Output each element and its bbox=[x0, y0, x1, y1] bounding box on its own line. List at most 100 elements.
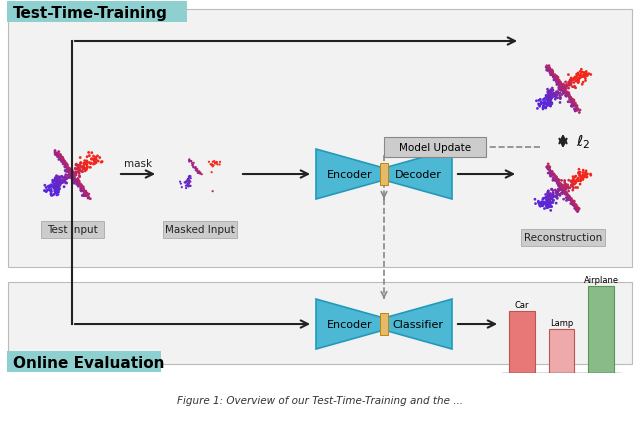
Point bbox=[77, 186, 87, 193]
Point bbox=[554, 77, 564, 84]
Point bbox=[554, 188, 564, 195]
Point bbox=[577, 74, 588, 81]
Point bbox=[545, 93, 556, 100]
Point bbox=[545, 95, 555, 102]
Point bbox=[55, 181, 65, 187]
Point bbox=[73, 178, 83, 185]
Point bbox=[88, 161, 99, 168]
Point bbox=[549, 176, 559, 183]
Point bbox=[545, 196, 555, 203]
Point bbox=[561, 84, 572, 91]
Point bbox=[541, 205, 552, 212]
Point bbox=[70, 169, 81, 176]
Point bbox=[68, 177, 79, 184]
Point bbox=[558, 187, 568, 193]
Point bbox=[586, 173, 596, 179]
Point bbox=[555, 85, 565, 92]
Point bbox=[184, 177, 195, 184]
Point bbox=[53, 187, 63, 194]
Point bbox=[570, 174, 580, 181]
Point bbox=[568, 174, 578, 181]
Point bbox=[545, 69, 556, 76]
Point bbox=[540, 199, 550, 206]
Point bbox=[568, 97, 578, 104]
Point bbox=[51, 190, 61, 197]
Point bbox=[183, 180, 193, 187]
Point bbox=[192, 168, 202, 175]
Point bbox=[52, 183, 62, 190]
Point bbox=[54, 180, 65, 187]
Point bbox=[552, 92, 562, 99]
Point bbox=[62, 163, 72, 170]
Point bbox=[557, 187, 567, 194]
Point bbox=[569, 98, 579, 105]
Point bbox=[561, 82, 572, 89]
Point bbox=[75, 155, 85, 161]
Point bbox=[559, 179, 570, 186]
Point bbox=[541, 195, 551, 202]
Point bbox=[85, 196, 95, 203]
Point bbox=[546, 100, 556, 106]
Point bbox=[574, 206, 584, 213]
Point bbox=[182, 183, 193, 190]
Point bbox=[540, 96, 550, 103]
Point bbox=[566, 82, 576, 89]
Point bbox=[561, 79, 571, 86]
Point bbox=[77, 169, 88, 176]
Point bbox=[565, 99, 575, 106]
Point bbox=[82, 160, 92, 167]
Point bbox=[572, 72, 582, 78]
Point bbox=[561, 94, 572, 101]
Point bbox=[52, 150, 63, 157]
Point bbox=[566, 196, 577, 202]
Point bbox=[569, 177, 579, 184]
Point bbox=[542, 198, 552, 204]
Point bbox=[557, 83, 567, 90]
Point bbox=[196, 171, 207, 178]
Point bbox=[566, 103, 577, 109]
Point bbox=[209, 158, 220, 165]
Point bbox=[61, 180, 71, 187]
Point bbox=[204, 159, 214, 166]
Point bbox=[80, 190, 90, 196]
Point bbox=[559, 186, 570, 193]
Point bbox=[562, 185, 572, 192]
Point bbox=[547, 172, 557, 179]
Point bbox=[182, 178, 193, 184]
Point bbox=[546, 200, 556, 207]
Bar bbox=[509, 311, 535, 373]
Point bbox=[550, 177, 560, 184]
Point bbox=[545, 195, 555, 201]
Point bbox=[51, 184, 61, 191]
Point bbox=[548, 191, 558, 198]
Point bbox=[55, 152, 65, 158]
FancyBboxPatch shape bbox=[380, 313, 388, 335]
Point bbox=[49, 184, 60, 191]
Point bbox=[67, 172, 77, 179]
Point bbox=[572, 106, 582, 113]
Point bbox=[62, 167, 72, 173]
Text: Reconstruction: Reconstruction bbox=[524, 233, 602, 242]
Point bbox=[550, 93, 560, 100]
Point bbox=[547, 196, 557, 202]
Point bbox=[554, 81, 564, 88]
Point bbox=[552, 196, 563, 202]
Point bbox=[60, 174, 70, 181]
Point bbox=[68, 173, 78, 180]
Point bbox=[565, 196, 575, 203]
Point bbox=[533, 199, 543, 206]
Point bbox=[541, 203, 551, 210]
Point bbox=[76, 187, 86, 194]
Point bbox=[543, 91, 554, 98]
Point bbox=[547, 193, 557, 200]
Point bbox=[558, 187, 568, 194]
Point bbox=[67, 174, 77, 181]
Point bbox=[65, 173, 75, 179]
Point bbox=[65, 175, 75, 181]
Point bbox=[565, 96, 575, 103]
Point bbox=[538, 203, 548, 210]
Point bbox=[69, 173, 79, 179]
Point bbox=[53, 178, 63, 185]
Point bbox=[53, 151, 63, 158]
Point bbox=[55, 154, 65, 161]
